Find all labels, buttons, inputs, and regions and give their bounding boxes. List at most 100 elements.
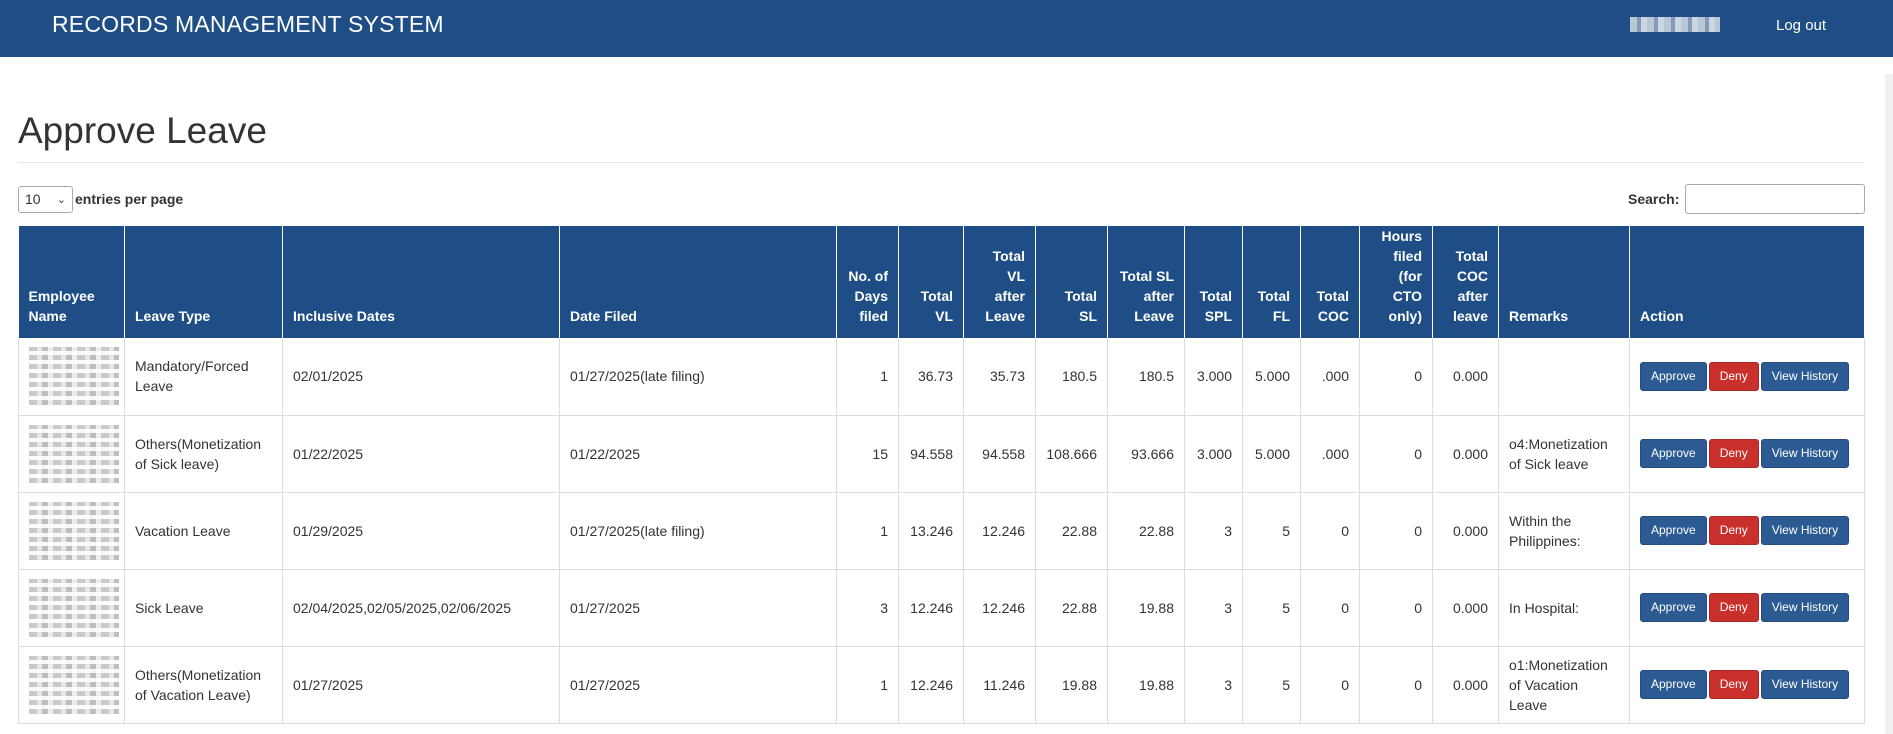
total-coc-cell: 0: [1300, 569, 1360, 647]
remarks-cell: In Hospital:: [1498, 569, 1630, 647]
column-header-remarks[interactable]: Remarks: [1498, 226, 1630, 338]
column-header-total-coc[interactable]: Total COC: [1300, 226, 1360, 338]
action-cell: Approve Deny View History: [1629, 415, 1865, 493]
column-header-text: COC: [1456, 268, 1488, 284]
approve-button[interactable]: Approve: [1640, 439, 1707, 468]
column-header-text: Action: [1640, 308, 1684, 324]
column-header-total-sl-after-leave[interactable]: Total SL after Leave: [1107, 226, 1185, 338]
deny-button[interactable]: Deny: [1708, 361, 1759, 391]
deny-button[interactable]: Deny: [1708, 593, 1759, 622]
logout-link[interactable]: Log out: [1776, 17, 1827, 34]
column-header-total-sl[interactable]: Total SL: [1035, 226, 1108, 338]
total-vl-after-cell: 11.246: [963, 646, 1036, 724]
total-sl-cell: 22.88: [1035, 569, 1108, 647]
total-coc-cell: 0: [1300, 646, 1360, 724]
approve-button[interactable]: Approve: [1640, 361, 1707, 391]
days-filed-cell: 1: [836, 492, 899, 570]
total-sl-cell: 22.88: [1035, 492, 1108, 570]
date-filed-cell: 01/27/2025: [559, 569, 837, 647]
employee-name-redacted: [29, 347, 119, 406]
deny-button[interactable]: Deny: [1708, 516, 1759, 545]
column-header-text: Leave Type: [135, 308, 211, 324]
column-header-text: Days: [854, 288, 888, 304]
approve-button[interactable]: Approve: [1640, 670, 1707, 699]
column-header-text: Total: [1257, 288, 1290, 304]
hours-filed-cell: 0: [1359, 492, 1433, 570]
column-header-total-vl-after-leave[interactable]: Total VL after Leave: [963, 226, 1036, 338]
leave-type-cell: Vacation Leave: [124, 492, 283, 570]
total-vl-cell: 12.246: [898, 646, 964, 724]
column-header-total-coc-after-leave[interactable]: Total COC after leave: [1432, 226, 1499, 338]
total-sl-cell: 108.666: [1035, 415, 1108, 493]
total-vl-cell: 94.558: [898, 415, 964, 493]
total-sl-after-cell: 22.88: [1107, 492, 1185, 570]
approve-button[interactable]: Approve: [1640, 593, 1707, 622]
column-header-total-fl[interactable]: Total FL: [1242, 226, 1301, 338]
table-row: Others(Monetization of Sick leave) 01/22/…: [18, 415, 1865, 493]
view-history-button[interactable]: View History: [1760, 670, 1850, 699]
column-header-text: Total: [992, 248, 1025, 264]
total-fl-cell: 5: [1242, 646, 1301, 724]
total-coc-after-cell: 0.000: [1432, 492, 1499, 570]
column-header-text: Total: [1455, 248, 1488, 264]
hours-filed-cell: 0: [1359, 338, 1433, 416]
top-navbar: RECORDS MANAGEMENT SYSTEM Log out: [0, 0, 1893, 57]
view-history-button[interactable]: View History: [1760, 593, 1850, 622]
total-vl-after-cell: 12.246: [963, 492, 1036, 570]
remarks-cell: o1:Monetization of Vacation Leave: [1498, 646, 1630, 724]
column-header-text: Total: [920, 288, 953, 304]
column-header-inclusive-dates[interactable]: Inclusive Dates: [282, 226, 560, 338]
column-header-text: Date Filed: [570, 308, 637, 324]
total-vl-cell: 13.246: [898, 492, 964, 570]
column-header-leave-type[interactable]: Leave Type: [124, 226, 283, 338]
column-header-text: Leave: [985, 308, 1025, 324]
entries-per-page-select[interactable]: 10 ⌄: [18, 185, 73, 213]
search-input[interactable]: [1685, 184, 1866, 214]
column-header-action[interactable]: Action: [1629, 226, 1865, 338]
page-scrollbar[interactable]: [1885, 74, 1893, 734]
column-header-text: VL: [935, 308, 953, 324]
column-header-total-spl[interactable]: Total SPL: [1184, 226, 1243, 338]
column-header-text: after: [1457, 288, 1488, 304]
column-header-text: after: [1143, 288, 1174, 304]
remarks-cell: Within the Philippines:: [1498, 492, 1630, 570]
column-header-employee-name[interactable]: Employee Name: [18, 226, 125, 338]
remarks-cell: [1498, 338, 1630, 416]
date-filed-cell: 01/27/2025(late filing): [559, 492, 837, 570]
total-vl-after-cell: 12.246: [963, 569, 1036, 647]
column-header-days-filed[interactable]: No. of Days filed: [836, 226, 899, 338]
total-fl-cell: 5.000: [1242, 338, 1301, 416]
total-coc-after-cell: 0.000: [1432, 338, 1499, 416]
column-header-text: Total: [1316, 288, 1349, 304]
total-vl-cell: 12.246: [898, 569, 964, 647]
employee-name-redacted: [29, 655, 119, 714]
title-divider: [18, 162, 1864, 163]
total-coc-cell: .000: [1300, 338, 1360, 416]
column-header-hours-filed-cto[interactable]: Hours filed (for CTO only): [1359, 226, 1433, 338]
entries-label: entries per page: [75, 191, 184, 207]
total-sl-cell: 180.5: [1035, 338, 1108, 416]
leave-type-cell: Others(Monetization of Vacation Leave): [124, 646, 283, 724]
employee-name-cell: [18, 646, 125, 724]
column-header-total-vl[interactable]: Total VL: [898, 226, 964, 338]
employee-name-redacted: [29, 578, 119, 637]
view-history-button[interactable]: View History: [1760, 361, 1850, 391]
column-header-text: FL: [1272, 308, 1290, 324]
total-vl-after-cell: 35.73: [963, 338, 1036, 416]
deny-button[interactable]: Deny: [1708, 439, 1759, 468]
column-header-date-filed[interactable]: Date Filed: [559, 226, 837, 338]
total-coc-after-cell: 0.000: [1432, 415, 1499, 493]
column-header-text: only): [1388, 308, 1422, 324]
column-header-text: Employee: [28, 288, 95, 304]
days-filed-cell: 1: [836, 338, 899, 416]
approve-button[interactable]: Approve: [1640, 516, 1707, 545]
deny-button[interactable]: Deny: [1708, 670, 1759, 699]
total-sl-after-cell: 180.5: [1107, 338, 1185, 416]
total-coc-after-cell: 0.000: [1432, 646, 1499, 724]
view-history-button[interactable]: View History: [1760, 516, 1850, 545]
inclusive-dates-cell: 01/22/2025: [282, 415, 560, 493]
employee-name-cell: [18, 338, 125, 416]
column-header-text: filed: [859, 308, 888, 324]
view-history-button[interactable]: View History: [1760, 439, 1850, 468]
total-sl-after-cell: 19.88: [1107, 646, 1185, 724]
